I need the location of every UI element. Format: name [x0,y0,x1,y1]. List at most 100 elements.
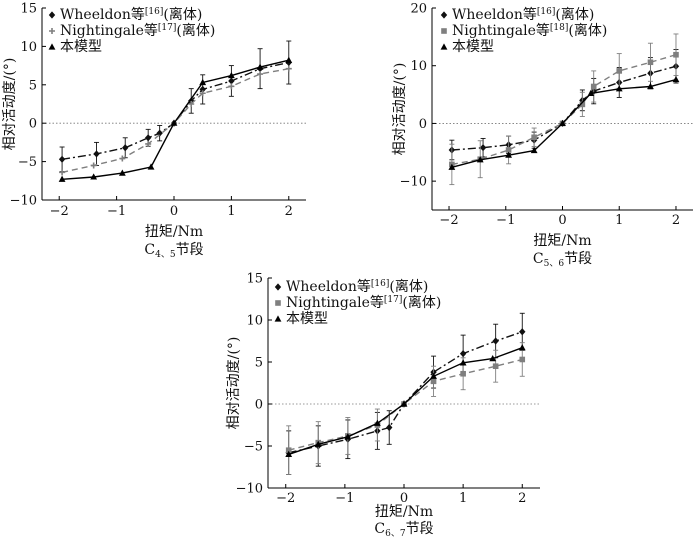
y-tick-label: −10 [236,482,263,497]
series-0 [448,49,680,161]
chart-c67: −2 −1 0 1 2−10−5051015扭矩/NmC6、7节段相对活动度/(°)Wh… [226,272,540,537]
data-point [285,65,292,72]
legend-marker [49,28,55,34]
series-1 [449,33,679,186]
legend-ref: [16] [371,279,389,289]
legend-tail: (离体) [555,6,594,23]
caption-tail: 节段 [406,521,434,537]
legend-label: 本模型 [452,39,494,55]
legend-label: Nightingale等[17](离体) [60,22,215,39]
data-point [90,162,97,169]
data-point [519,328,526,336]
data-point [145,140,152,147]
chart-caption: C4、5节段 [144,242,203,260]
data-point [285,56,293,63]
data-point [492,337,499,345]
data-point [285,450,293,457]
data-point [199,78,207,86]
y-tick-label: 0 [29,117,37,132]
data-point [227,71,235,79]
data-point [672,75,680,83]
legend-marker [274,315,282,322]
legend-ref: [17] [158,23,176,33]
legend-label: Nightingale等[18](离体) [452,22,607,39]
y-axis-label: 相对活动度/(°) [2,58,18,151]
data-point [257,71,264,78]
data-point [430,378,437,385]
legend-marker [274,283,282,291]
legend-name: Nightingale等 [60,22,158,39]
legend-label: Wheeldon等[16](离体) [286,278,428,295]
data-point [459,359,467,366]
legend-name: Wheeldon等 [286,278,371,295]
legend-name: 本模型 [60,39,102,55]
x-tick-label: −1 [496,213,515,228]
data-point [170,119,178,126]
y-tick-label: 10 [20,40,37,55]
y-tick-label: −5 [244,440,263,455]
x-axis-label: 扭矩/Nm [145,224,203,240]
data-point [199,85,206,94]
legend: Wheeldon等[16](离体)Nightingale等[17](离体)本模型 [48,6,215,55]
data-point [93,150,100,158]
series-0 [285,312,526,476]
legend-ref: [18] [550,23,568,33]
chart-c45: −2 −1 0 1 2−10−5051015扭矩/NmC4、5节段相对活动度/(°)Wh… [2,2,306,260]
caption-main: C [374,521,385,537]
legend-name: Nightingale等 [452,22,550,39]
data-point [386,423,393,432]
legend-label: Wheeldon等[16](离体) [60,6,202,23]
data-point [373,419,381,426]
data-point [647,82,654,90]
data-point [479,144,487,152]
data-point [647,59,654,66]
data-point [256,63,264,70]
x-tick-label: 1 [459,491,467,506]
legend-name: Nightingale等 [286,294,384,311]
data-point [314,440,322,447]
series-2 [58,56,293,182]
y-tick-label: 10 [246,314,263,329]
x-tick-label: 0 [400,491,408,506]
legend-label: 本模型 [286,311,328,327]
series-line [288,331,523,454]
y-tick-label: −5 [18,155,37,170]
caption-sub: 5、6 [544,259,565,269]
series-line [451,65,677,151]
series-1 [59,65,292,176]
data-point [228,83,235,90]
legend-ref: [16] [537,7,555,17]
legend-label: 本模型 [60,39,102,55]
data-point [579,101,586,108]
data-point [147,163,155,170]
data-point [492,363,499,369]
x-tick-label: 1 [227,204,235,219]
legend-name: Wheeldon等 [60,6,145,23]
caption-main: C [144,242,155,258]
data-point [616,68,623,74]
legend-tail: (离体) [389,278,428,295]
data-point [188,101,195,107]
series-line [288,347,523,456]
data-point [519,356,526,363]
legend-marker [441,28,447,34]
data-point [228,77,235,85]
y-tick-label: −10 [400,175,427,190]
data-point [559,119,566,127]
series-0 [58,40,292,173]
caption-tail: 节段 [564,251,592,267]
y-tick-label: 20 [410,2,427,17]
chart-c56: −2 −1 0 1 2−1001020扭矩/NmC5、6节段相对活动度/(°)Wheel… [392,2,693,269]
legend-tail: (离体) [568,22,607,39]
y-tick-label: 5 [29,78,37,93]
x-tick-label: 2 [672,213,680,228]
data-point [90,173,98,180]
data-point [505,151,512,158]
data-point [460,370,466,377]
chart-caption: C5、6节段 [533,251,592,269]
x-tick-label: 0 [558,213,566,228]
series-1 [285,342,526,476]
x-axis-label: 扭矩/Nm [375,504,433,520]
data-point [489,355,497,362]
legend-name: Wheeldon等 [452,6,537,23]
